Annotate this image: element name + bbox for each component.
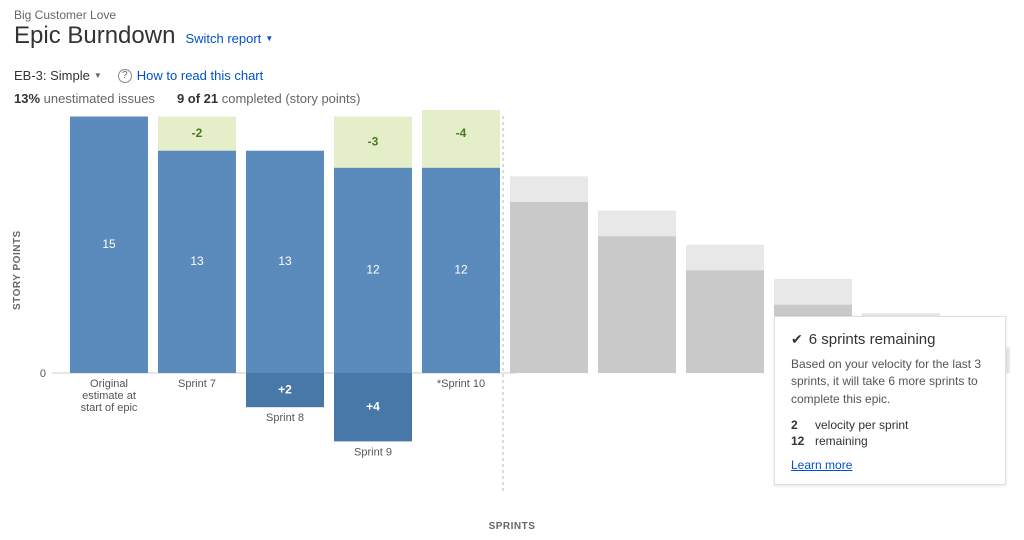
velocity-value: 2	[791, 418, 807, 432]
help-link-label: How to read this chart	[137, 68, 263, 83]
page-title: Epic Burndown	[14, 22, 175, 50]
velocity-label: velocity per sprint	[815, 418, 908, 432]
svg-text:-2: -2	[192, 126, 203, 140]
switch-report-link[interactable]: Switch report ▼	[185, 31, 273, 46]
forecast-info-card: ✔ 6 sprints remaining Based on your velo…	[774, 316, 1006, 485]
svg-text:Original: Original	[90, 378, 128, 390]
x-axis-label: SPRINTS	[489, 521, 536, 532]
svg-text:+2: +2	[278, 382, 292, 396]
learn-more-link[interactable]: Learn more	[791, 458, 852, 472]
caret-down-icon: ▼	[94, 71, 102, 80]
svg-text:start of epic: start of epic	[81, 402, 138, 414]
svg-text:12: 12	[366, 263, 380, 277]
forecast-heading: 6 sprints remaining	[809, 331, 936, 348]
completed-count: 9 of 21	[177, 91, 218, 106]
svg-text:12: 12	[454, 263, 468, 277]
unestimated-label: unestimated issues	[44, 91, 155, 106]
how-to-read-link[interactable]: ? How to read this chart	[118, 68, 263, 83]
caret-down-icon: ▼	[265, 34, 273, 43]
burndown-chart: STORY POINTS SPRINTS 0 15 Originalestimate…	[14, 110, 1010, 530]
epic-selector-label: EB-3: Simple	[14, 68, 90, 83]
svg-text:*Sprint 10: *Sprint 10	[437, 378, 485, 390]
breadcrumb: Big Customer Love	[14, 8, 1010, 22]
svg-text:Sprint 8: Sprint 8	[266, 412, 304, 424]
svg-text:13: 13	[278, 254, 292, 268]
stats-row: 13% unestimated issues 9 of 21 completed…	[14, 91, 1010, 106]
switch-report-label: Switch report	[185, 31, 261, 46]
unestimated-pct: 13%	[14, 91, 40, 106]
svg-text:15: 15	[102, 237, 116, 251]
svg-text:0: 0	[40, 368, 46, 380]
svg-text:estimate at: estimate at	[82, 390, 136, 402]
svg-text:-3: -3	[368, 134, 379, 148]
epic-selector[interactable]: EB-3: Simple ▼	[14, 68, 102, 83]
y-axis-label: STORY POINTS	[12, 230, 23, 310]
svg-text:-4: -4	[456, 126, 467, 140]
check-icon: ✔	[791, 331, 803, 348]
svg-text:Sprint 7: Sprint 7	[178, 378, 216, 390]
forecast-body: Based on your velocity for the last 3 sp…	[791, 356, 989, 408]
completed-label: completed (story points)	[222, 91, 361, 106]
svg-text:Sprint 9: Sprint 9	[354, 446, 392, 458]
remaining-value: 12	[791, 434, 807, 448]
help-icon: ?	[118, 69, 132, 83]
svg-text:+4: +4	[366, 399, 380, 413]
remaining-label: remaining	[815, 434, 868, 448]
svg-text:13: 13	[190, 254, 204, 268]
